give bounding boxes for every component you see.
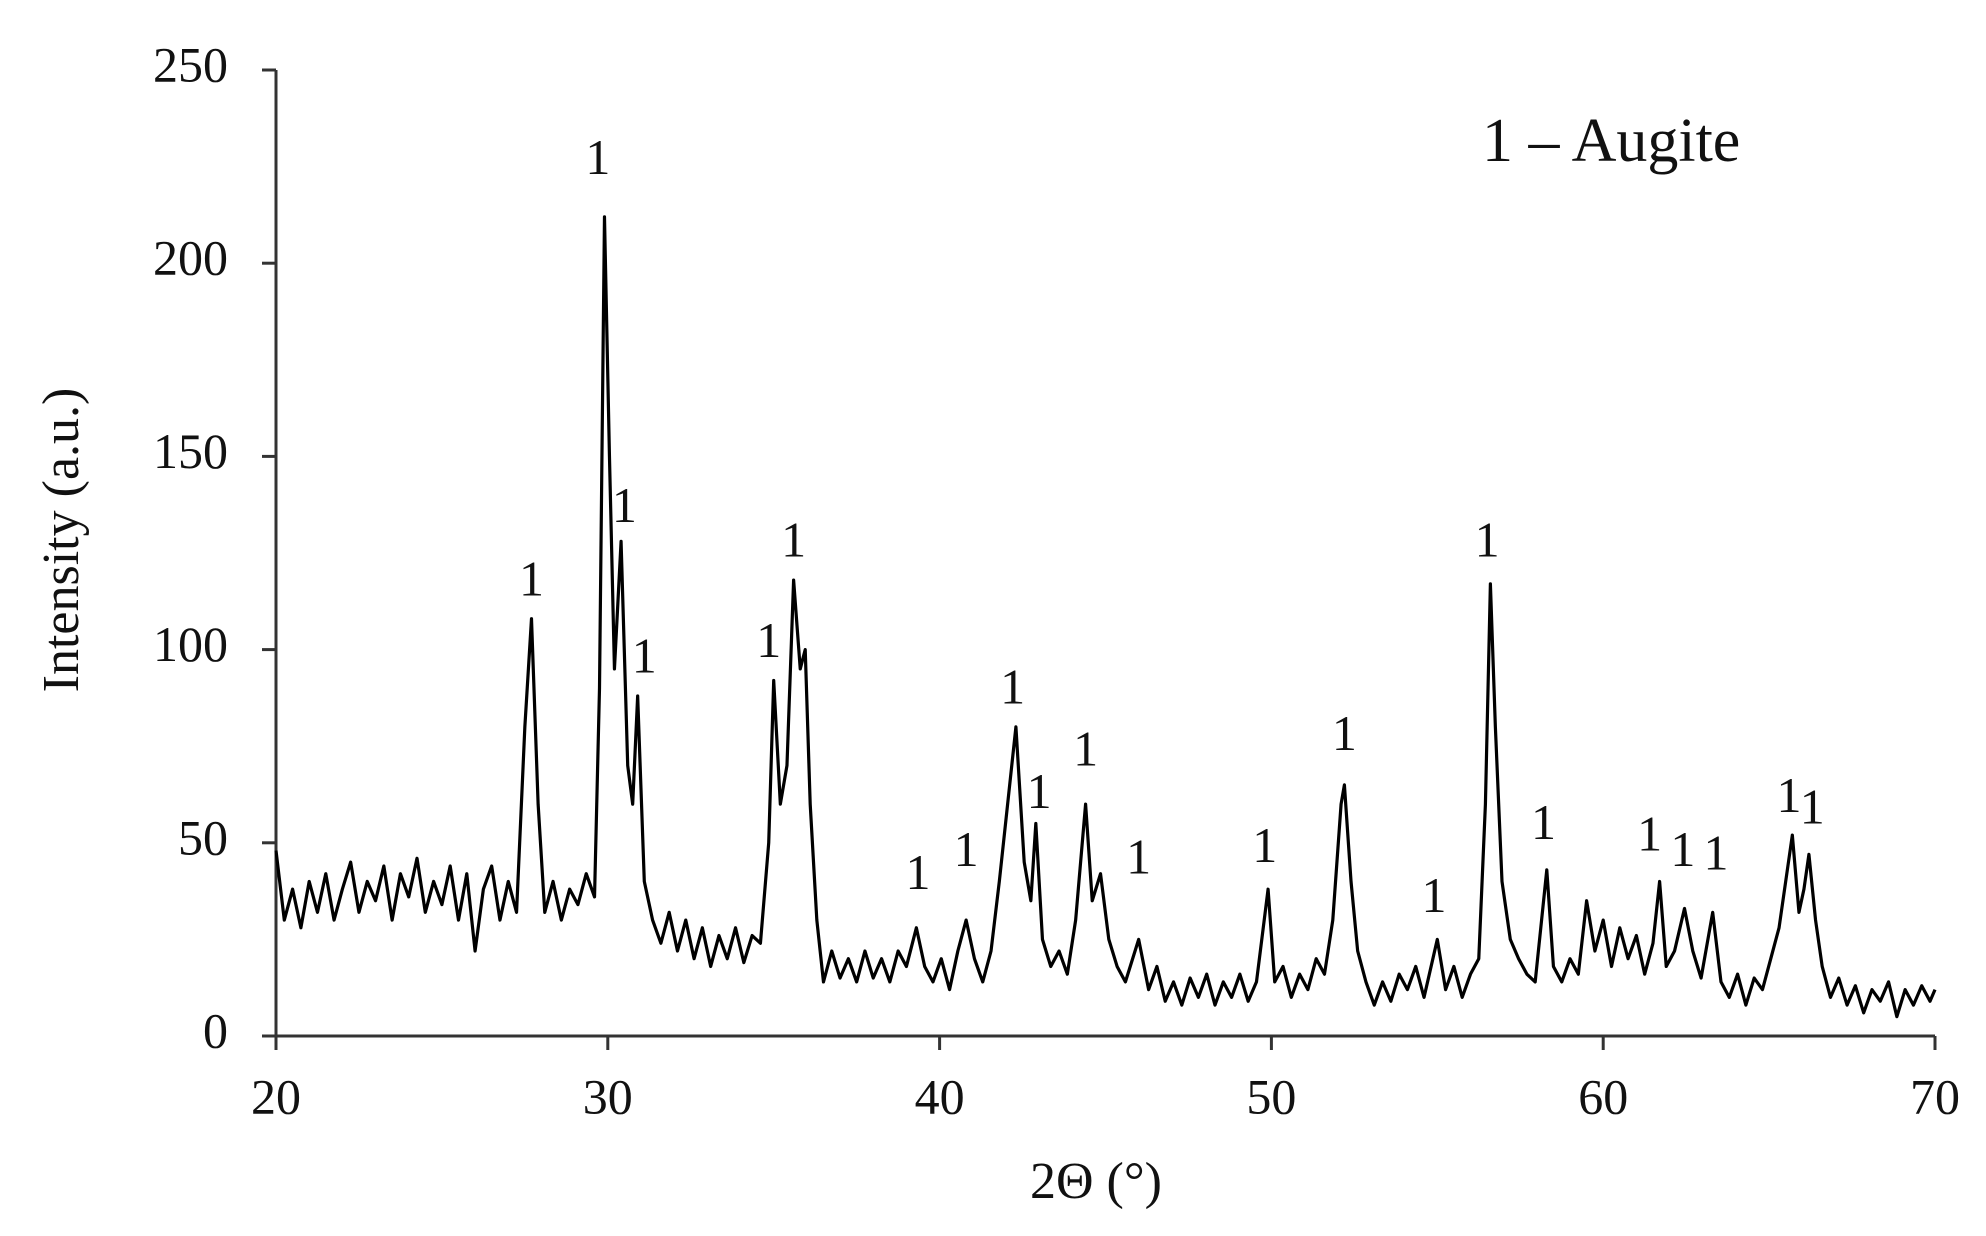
x-tick-label: 70 — [1910, 1068, 1960, 1124]
peak-label: 1 — [781, 512, 806, 568]
peak-label: 1 — [756, 612, 781, 668]
peak-label: 1 — [1027, 763, 1052, 819]
peak-label: 1 — [954, 821, 979, 877]
peak-label: 1 — [906, 844, 931, 900]
peak-label: 1 — [1670, 821, 1695, 877]
peak-label: 1 — [1531, 794, 1556, 850]
peak-label: 1 — [632, 628, 657, 684]
peak-label: 1 — [1421, 867, 1446, 923]
y-tick-label: 0 — [203, 1002, 228, 1058]
peak-label: 1 — [519, 550, 544, 606]
peak-label: 1 — [1332, 705, 1357, 761]
y-tick-label: 250 — [153, 36, 228, 92]
x-tick-label: 60 — [1578, 1068, 1628, 1124]
peak-label: 1 — [1704, 825, 1729, 881]
y-tick-label: 200 — [153, 230, 228, 286]
legend-annotation: 1 – Augite — [1482, 107, 1740, 175]
peak-label: 1 — [1126, 829, 1151, 885]
x-axis-label: 2Θ (°) — [1030, 1153, 1162, 1210]
peak-label: 1 — [1252, 817, 1277, 873]
y-tick-label: 100 — [153, 616, 228, 672]
peak-label: 1 — [1073, 720, 1098, 776]
peak-label: 1 — [1000, 659, 1025, 715]
peak-label: 1 — [1800, 778, 1825, 834]
x-tick-label: 40 — [915, 1068, 965, 1124]
data-line — [274, 215, 1937, 1019]
x-tick-label: 50 — [1246, 1068, 1296, 1124]
peak-label: 1 — [1637, 805, 1662, 861]
peak-label: 1 — [1475, 512, 1500, 568]
peak-label: 1 — [585, 129, 610, 185]
y-axis-label: Intensity (a.u.) — [33, 388, 90, 693]
peak-label: 1 — [1777, 767, 1802, 823]
y-tick-label: 50 — [178, 809, 228, 865]
y-tick-label: 150 — [153, 423, 228, 479]
x-tick-label: 20 — [251, 1068, 301, 1124]
peak-label: 1 — [612, 477, 637, 533]
x-tick-label: 30 — [583, 1068, 633, 1124]
